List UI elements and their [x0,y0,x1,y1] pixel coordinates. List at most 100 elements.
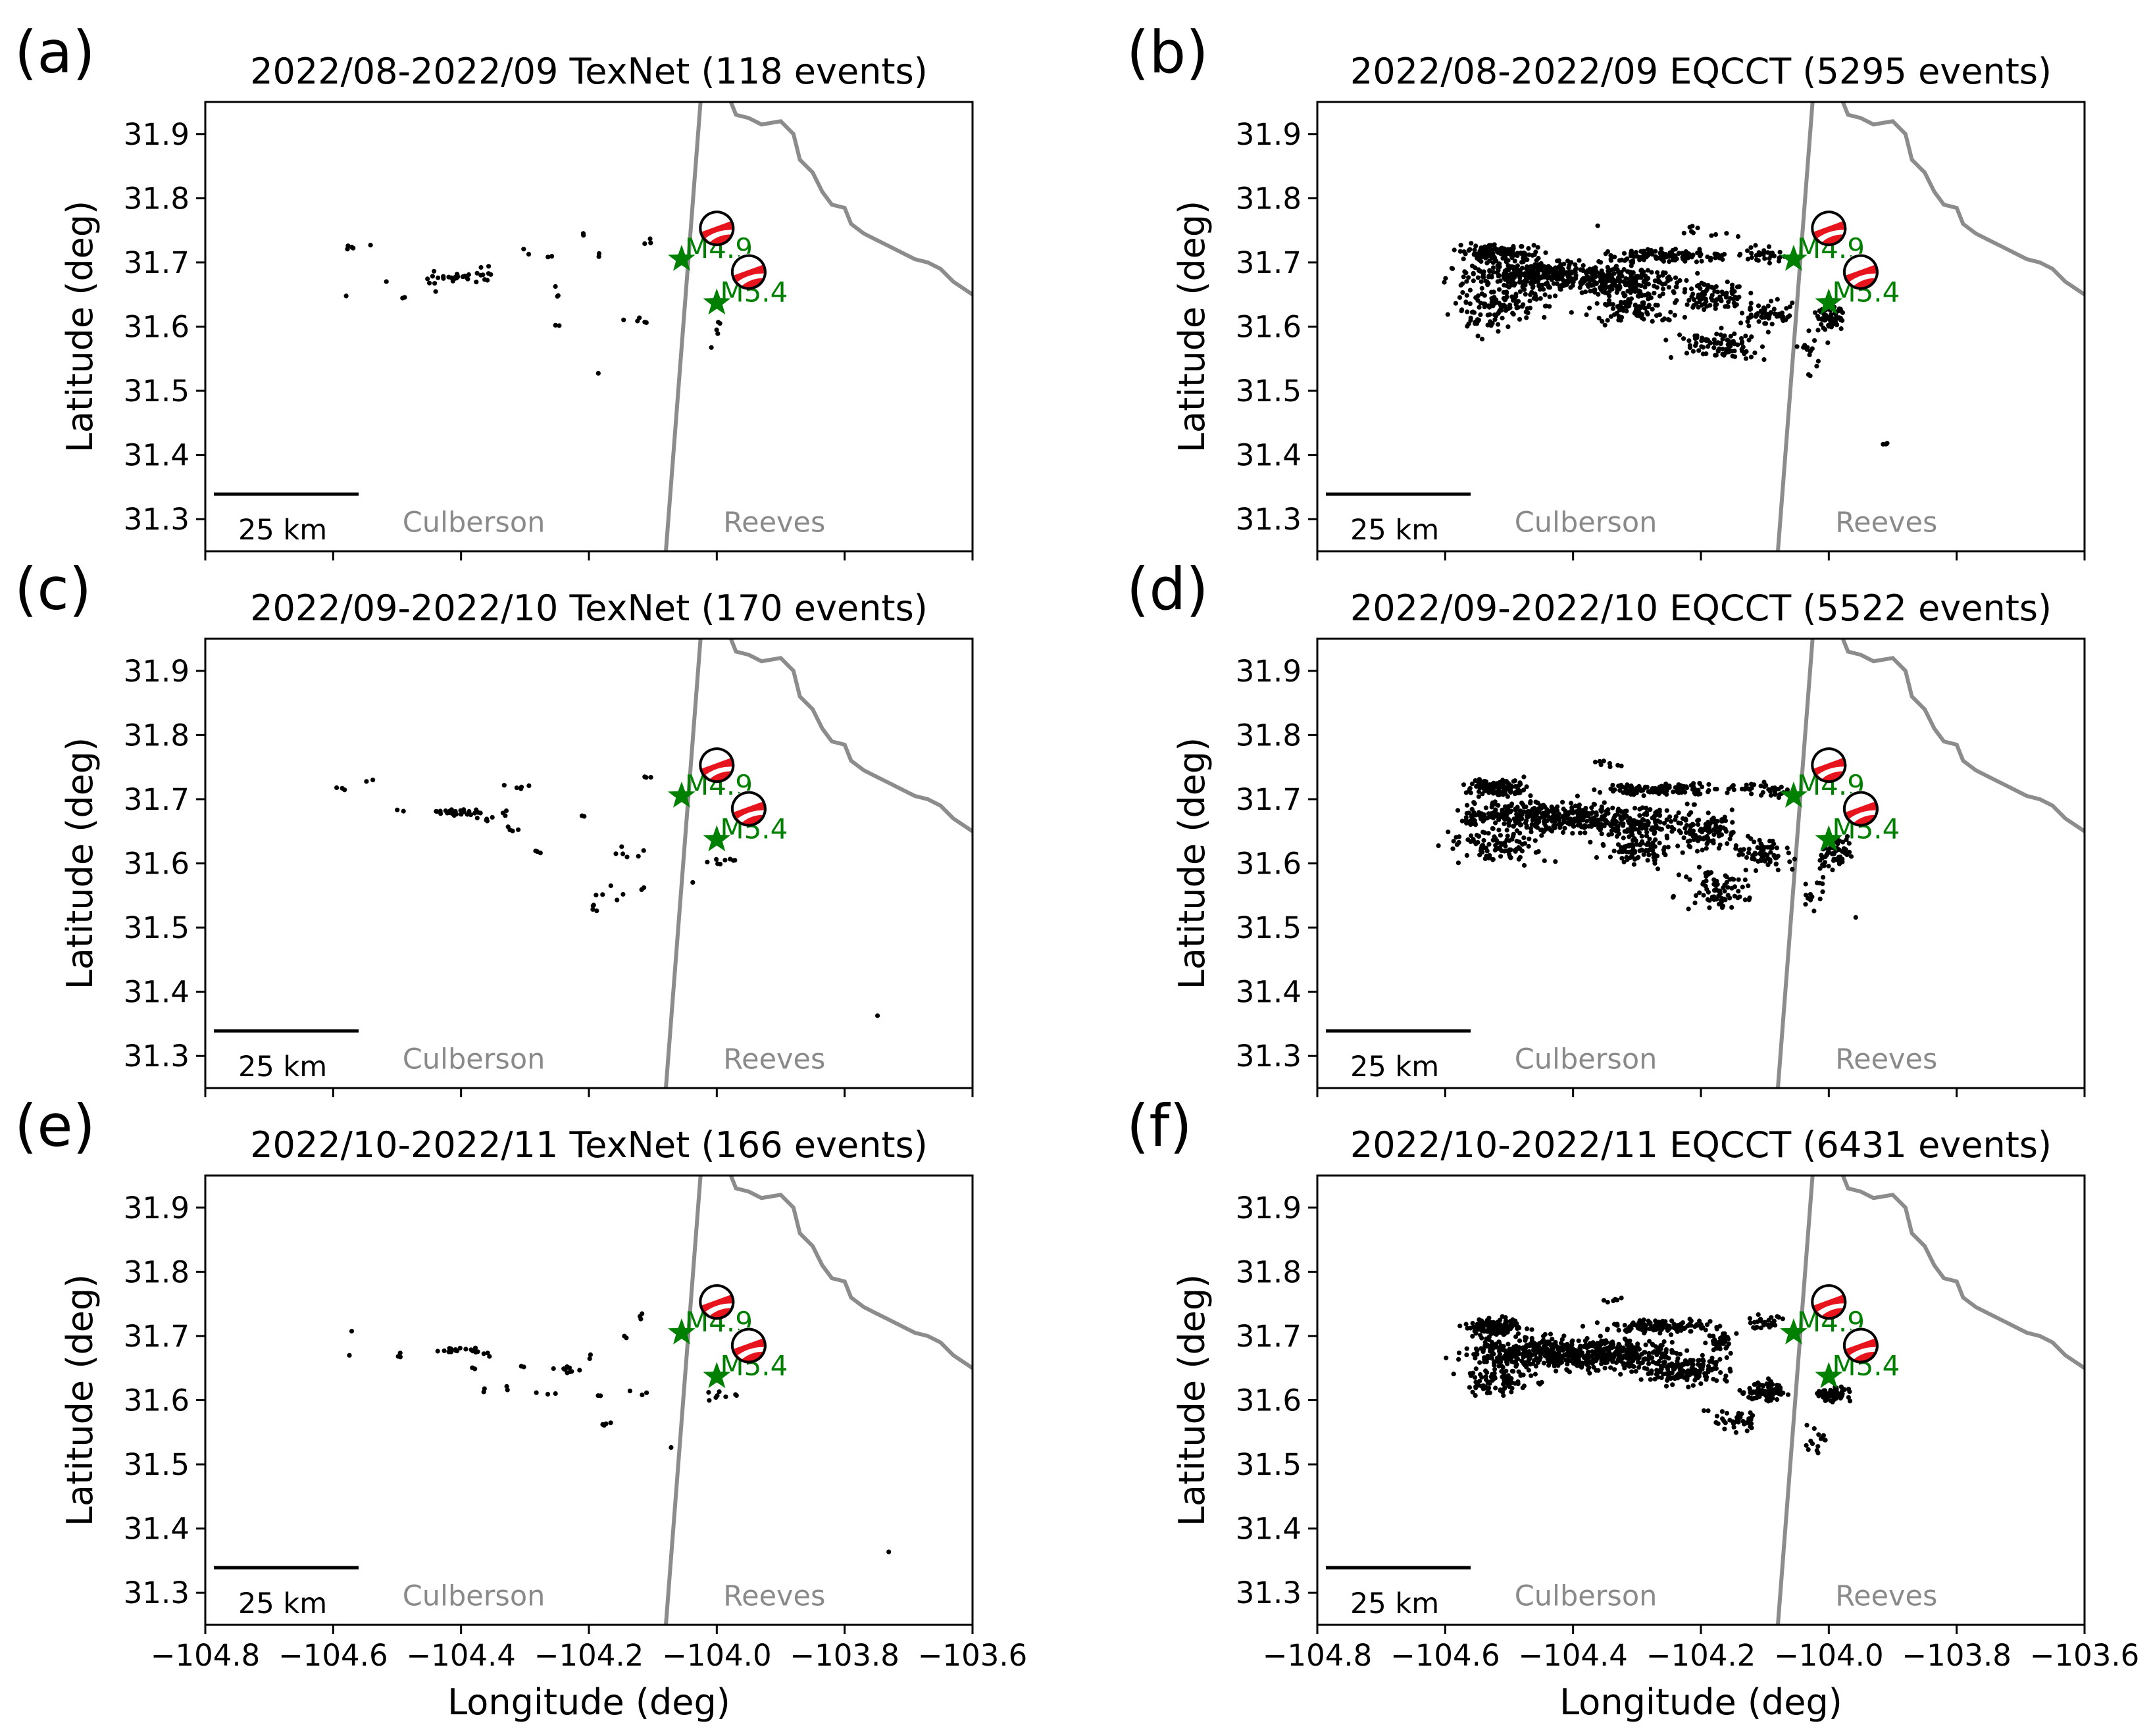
event-dot [1513,820,1519,826]
event-dot [1501,785,1506,790]
event-dot [1825,852,1830,857]
event-dot [1792,856,1797,862]
event-dot [1531,243,1536,248]
event-dot [1610,827,1616,833]
event-dot [1736,877,1741,882]
event-dot [1463,1322,1469,1327]
event-dot [1761,252,1766,257]
event-dot [1770,785,1775,791]
event-dot [1490,856,1496,862]
event-dot [1717,842,1723,847]
event-dot [370,778,376,783]
event-dot [1641,1317,1646,1322]
event-dot [1653,1318,1658,1324]
event-dot [1731,783,1736,788]
event-dot [435,1349,440,1354]
panel-label: (f) [1126,1092,1192,1160]
event-dot [1673,300,1678,305]
event-dot [1755,1319,1760,1324]
event-dot [1596,821,1602,826]
event-dot [1817,866,1823,871]
event-dot [1656,274,1661,280]
event-dot [1644,293,1649,298]
event-dot [1708,341,1713,346]
event-dot [1479,1346,1484,1351]
event-dot [1790,866,1795,872]
event-dot [1617,1349,1622,1354]
event-dot [1638,1377,1644,1382]
event-dot [1732,331,1737,337]
axes-frame [1316,637,2086,1089]
event-dot [1524,1364,1529,1370]
focal-mechanism-icon [730,790,767,827]
event-dot [1659,246,1664,251]
event-dot [1464,1346,1469,1351]
event-dot [1724,231,1729,236]
event-dot [1495,279,1500,284]
event-dot [1742,877,1748,883]
event-dot [1676,872,1681,878]
event-dot [1560,830,1566,835]
event-dot [1479,336,1485,341]
event-dot [1477,1378,1482,1384]
event-dot [1622,1323,1627,1328]
event-dot [1661,259,1666,264]
county-label-reeves: Reeves [1835,507,1937,539]
event-dot [1559,272,1565,277]
event-dot [1769,845,1775,851]
scale-bar-label: 25 km [238,1051,327,1083]
event-dot [1488,247,1494,253]
event-dot [1756,1390,1761,1395]
event-dot [1767,260,1772,266]
event-dot [1580,1324,1586,1329]
event-dot [1690,822,1695,827]
event-dot [728,856,733,862]
county-border [1840,1176,2085,1370]
event-dot [1561,1352,1567,1358]
county-label-reeves: Reeves [1835,1580,1937,1613]
scale-bar-label: 25 km [1350,1587,1439,1620]
event-dot [442,1348,447,1353]
event-dot [733,1392,738,1397]
y-tick-label: 31.8 [1236,718,1302,753]
event-dot [1672,312,1677,318]
panel-title: 2022/08-2022/09 EQCCT (5295 events) [1350,51,2052,92]
event-dot [1681,230,1686,236]
event-dot [1599,1356,1604,1362]
event-dot [1477,853,1482,858]
event-dot [1722,1377,1728,1382]
event-dot [1654,1368,1659,1373]
event-dot [1775,1397,1780,1402]
event-dot [1481,837,1486,843]
event-dot [608,1420,613,1426]
panel-d: (d) 2022/09-2022/10 EQCCT (5522 events)M4… [1126,555,2086,1097]
event-dot [1761,780,1767,785]
event-dot [1452,247,1457,253]
event-dot [1773,861,1779,866]
event-dot [1699,259,1704,264]
event-dot [1723,1374,1729,1379]
event-dot [1548,1331,1554,1337]
event-dot [1590,273,1595,278]
event-dot [620,851,626,856]
event-dot [1701,880,1706,885]
event-dot [1722,897,1727,902]
event-dot [1649,270,1654,275]
event-dot [1496,817,1502,822]
plot-area: M4.9M5.4 [1436,639,2085,1088]
event-dot [1632,850,1638,855]
event-dot [1746,851,1752,856]
event-dot [1511,1369,1516,1374]
event-dot [1548,269,1554,274]
event-dot [1690,1383,1696,1388]
event-dot [1761,784,1767,789]
event-dot [1629,1326,1634,1331]
event-dot [1655,866,1661,872]
event-dot [1523,291,1528,297]
event-dot [1477,777,1482,782]
event-dot [1497,1327,1502,1332]
event-dot [1726,786,1731,791]
event-dot [1537,1381,1542,1387]
event-dot [1577,258,1582,263]
y-tick-label: 31.5 [124,374,190,409]
